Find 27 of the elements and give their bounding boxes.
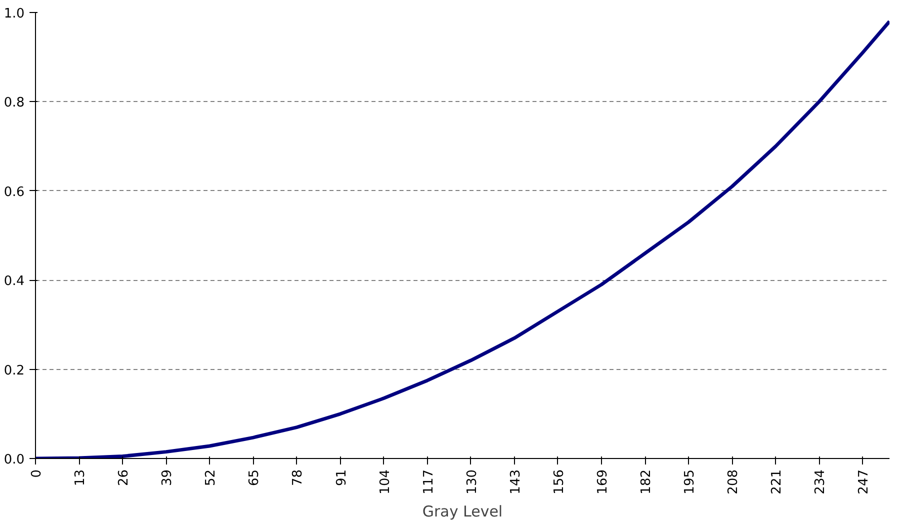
x-tick-label: 91 — [334, 469, 350, 486]
x-tick-label: 234 — [813, 469, 828, 494]
x-tick-label: 52 — [204, 469, 219, 486]
x-tick-label: 130 — [464, 469, 480, 494]
x-tick-label: 169 — [595, 469, 610, 494]
x-tick-label: 182 — [639, 469, 654, 494]
x-tick-label: 221 — [770, 469, 785, 494]
x-tick-label: 143 — [508, 469, 524, 494]
x-tick-label: 0 — [30, 469, 44, 478]
y-tick-label: 0.2 — [4, 363, 25, 378]
x-tick-label: 156 — [552, 469, 567, 494]
y-tick-label: 0.6 — [4, 184, 25, 200]
x-tick-label: 247 — [856, 469, 872, 494]
x-tick-label: 195 — [682, 469, 698, 494]
x-tick-label: 117 — [421, 469, 436, 494]
x-tick-label: 65 — [247, 469, 262, 486]
x-tick-label: 13 — [73, 469, 88, 486]
y-tick-label: 0.8 — [4, 96, 25, 111]
x-tick-label: 26 — [116, 469, 132, 486]
y-tick-label: 0.4 — [4, 274, 25, 290]
y-tick-label: 1.0 — [4, 6, 25, 22]
x-tick-label: 208 — [726, 469, 742, 494]
x-tick-label: 104 — [378, 469, 393, 494]
x-tick-label: 39 — [160, 469, 176, 486]
x-axis-title: Gray Level — [422, 502, 503, 520]
y-tick-label: 0.0 — [4, 452, 25, 468]
x-tick-label: 78 — [290, 469, 306, 486]
